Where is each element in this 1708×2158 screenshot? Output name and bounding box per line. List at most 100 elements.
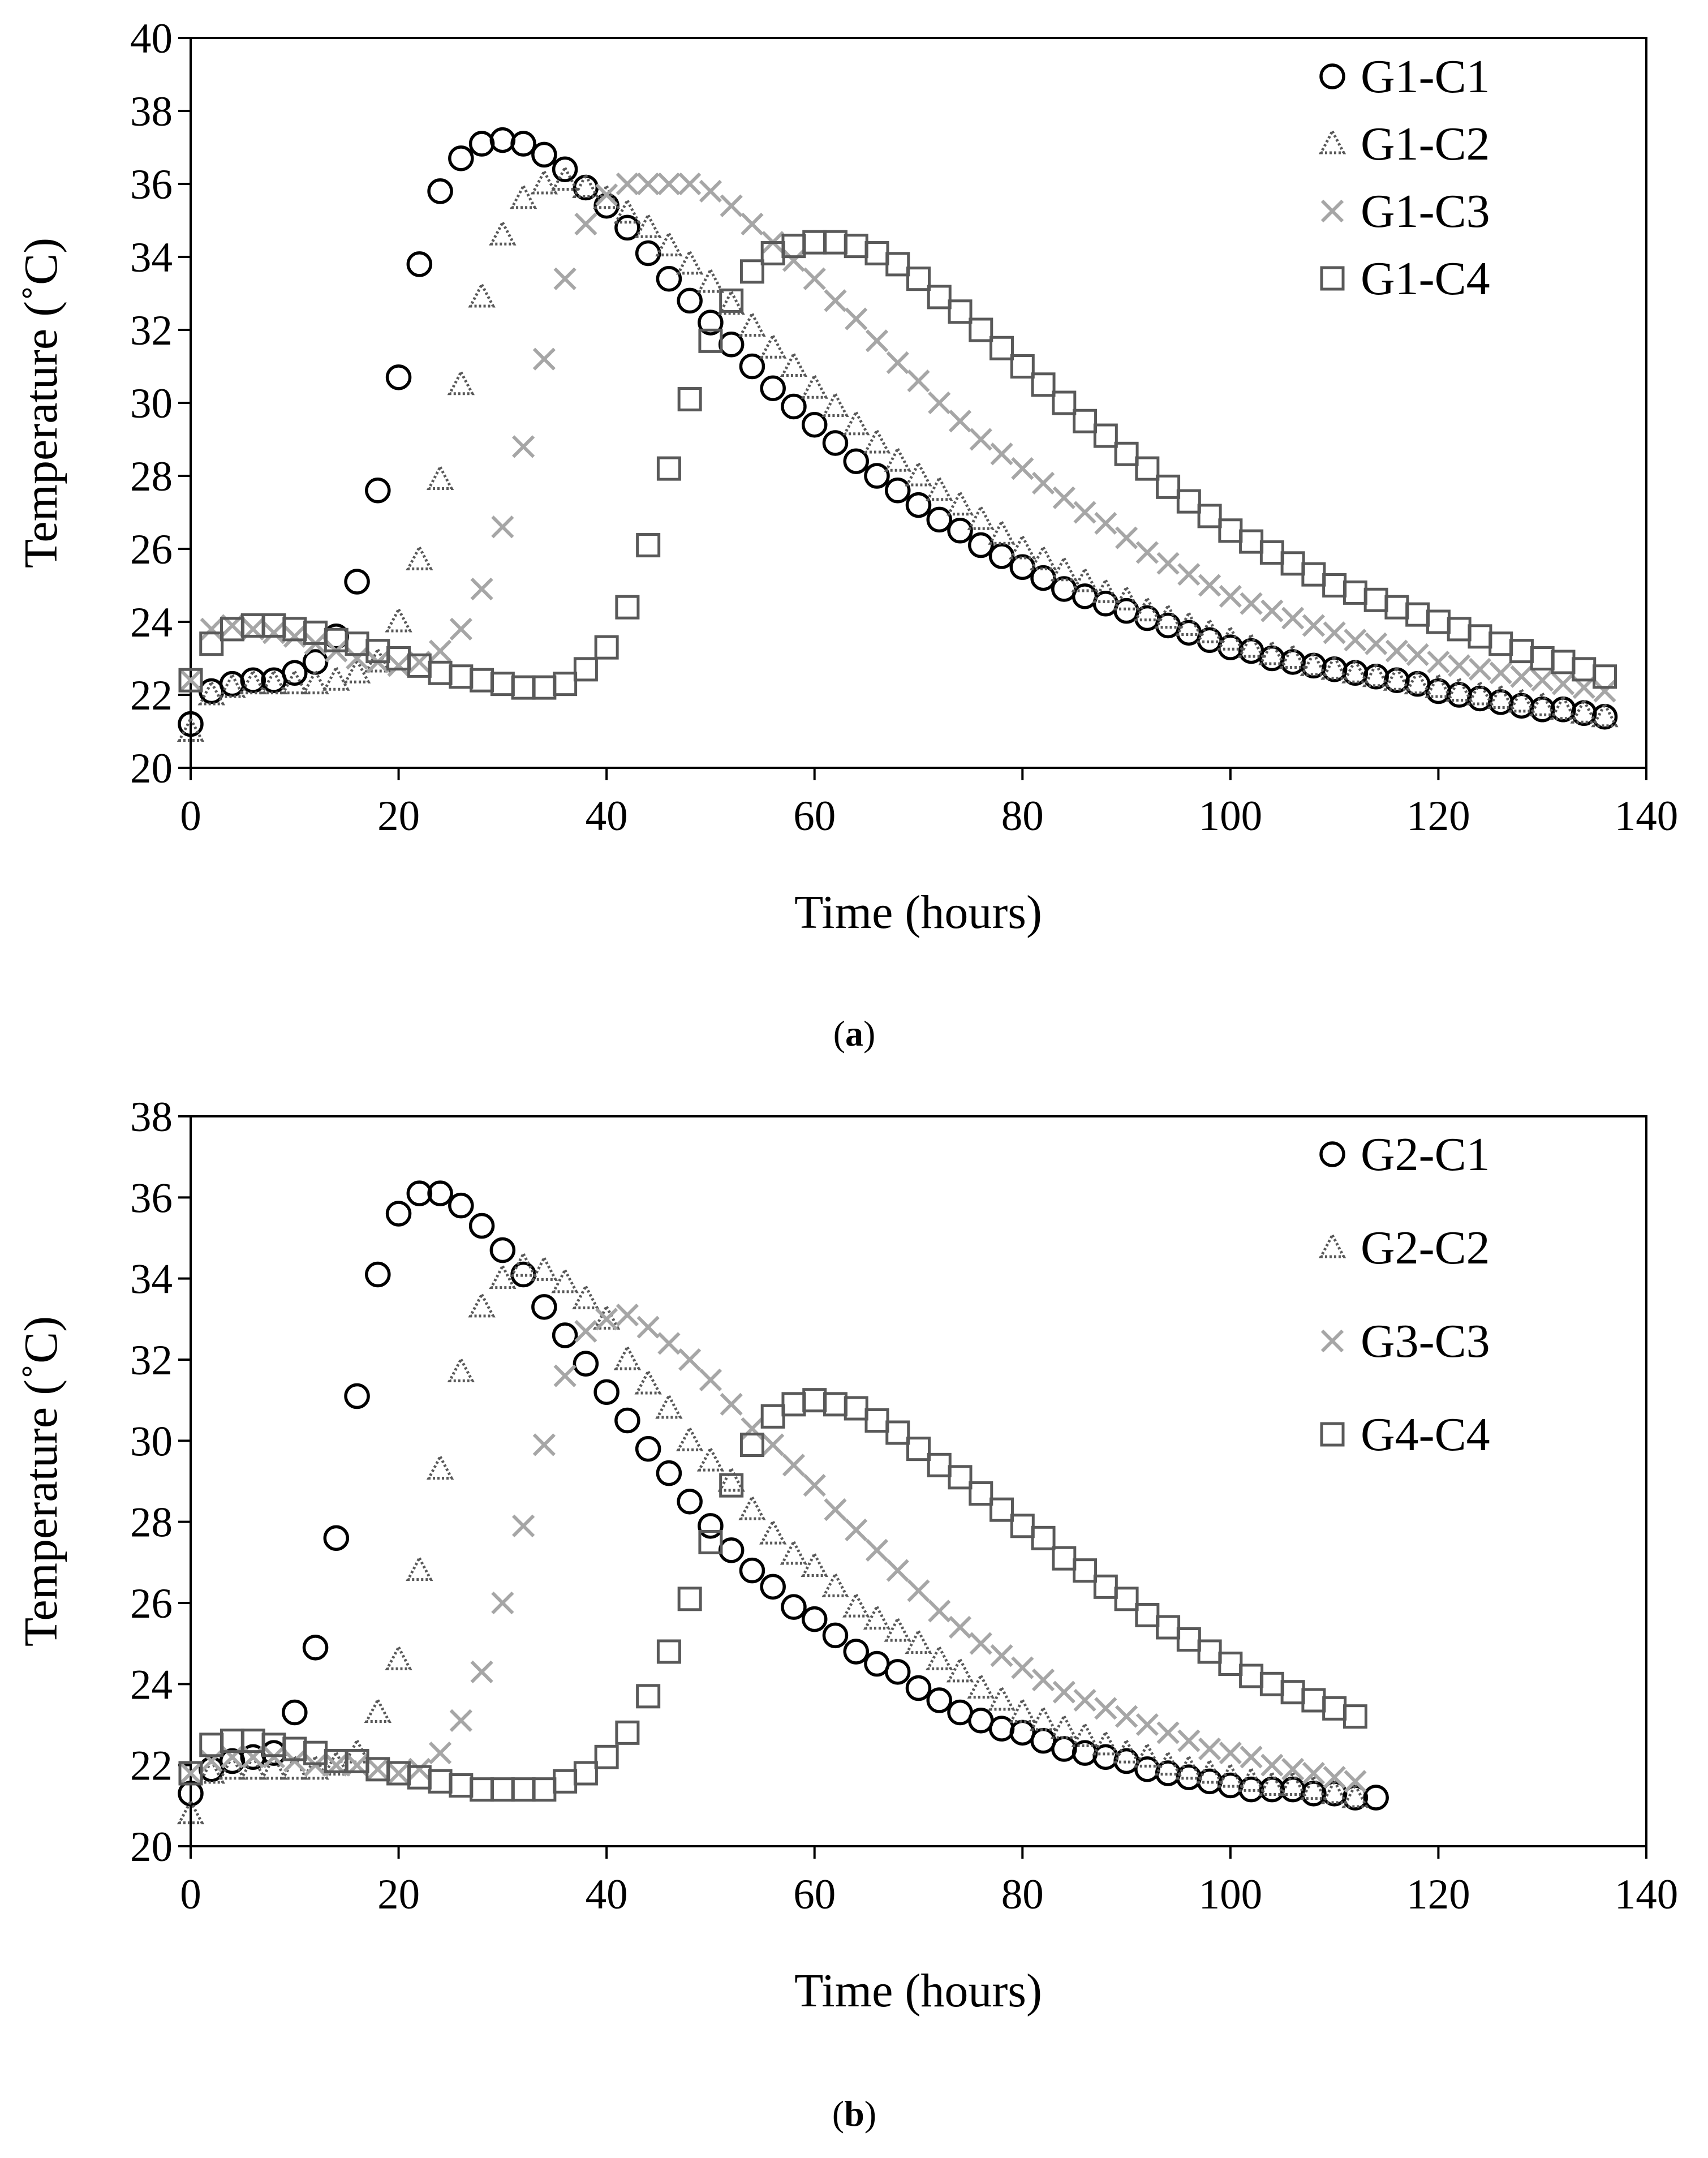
data-point <box>491 1591 514 1615</box>
data-point <box>967 1673 995 1699</box>
data-point <box>655 230 683 257</box>
data-point <box>197 679 225 706</box>
data-point <box>283 625 306 648</box>
data-point <box>470 1660 493 1683</box>
data-point <box>199 631 224 656</box>
data-point <box>1114 1587 1139 1611</box>
data-point <box>677 287 703 314</box>
legend-label: G4-C4 <box>1361 1408 1490 1461</box>
series-g4-c4 <box>178 1388 1367 1802</box>
data-point <box>845 307 868 330</box>
data-point <box>595 1308 618 1331</box>
data-point <box>323 1525 350 1551</box>
data-point <box>842 409 870 436</box>
data-point <box>780 351 808 377</box>
data-point <box>1031 471 1055 495</box>
data-point <box>907 369 930 393</box>
data-point <box>635 1435 661 1462</box>
data-point <box>343 657 371 683</box>
data-point <box>593 1303 621 1330</box>
data-point <box>845 1518 868 1542</box>
data-point <box>1031 1669 1055 1692</box>
legend-marker <box>1318 1232 1346 1258</box>
data-point <box>552 156 578 182</box>
y-tick-label: 22 <box>130 1743 173 1790</box>
data-point <box>615 595 640 620</box>
data-point <box>657 172 681 196</box>
data-point <box>1323 1766 1346 1789</box>
data-point <box>1300 650 1328 676</box>
data-point <box>1302 1761 1326 1785</box>
caption-b: (b) <box>832 2093 876 2134</box>
data-point <box>782 249 806 272</box>
data-point <box>1344 1770 1367 1793</box>
data-point <box>178 1781 204 1807</box>
data-point <box>738 1494 766 1520</box>
y-tick-label: 20 <box>130 1824 173 1871</box>
data-point <box>926 1644 953 1670</box>
data-point <box>990 1644 1013 1667</box>
x-tick-label: 0 <box>180 1871 201 1918</box>
data-point <box>1011 457 1034 480</box>
data-point <box>364 1697 391 1723</box>
data-point <box>449 617 472 641</box>
data-point <box>1009 554 1036 580</box>
data-point <box>178 711 204 737</box>
data-point <box>636 172 660 196</box>
y-tick-label: 30 <box>130 1418 173 1465</box>
data-point <box>1154 1749 1182 1776</box>
data-point <box>572 172 600 198</box>
data-point <box>1154 603 1182 629</box>
data-point <box>696 266 725 293</box>
data-point <box>302 668 329 695</box>
x-tick-label: 40 <box>586 793 628 840</box>
data-point <box>886 1559 909 1582</box>
data-point <box>178 1761 203 1786</box>
data-point <box>947 518 973 544</box>
data-point <box>1260 1753 1284 1777</box>
data-point <box>344 1383 370 1409</box>
data-point <box>822 1622 849 1649</box>
data-point <box>969 1632 992 1655</box>
data-point <box>948 1615 972 1639</box>
data-point <box>926 1687 953 1713</box>
data-point <box>1030 565 1056 591</box>
data-point <box>509 183 537 209</box>
data-point <box>1112 1737 1141 1764</box>
data-point <box>1073 1558 1098 1583</box>
data-point <box>1510 665 1533 688</box>
data-point <box>884 1659 911 1685</box>
x-tick-label: 40 <box>586 1871 628 1918</box>
data-point <box>1320 1778 1348 1804</box>
series-g2-c2 <box>177 1250 1369 1825</box>
data-point <box>969 317 993 342</box>
data-point <box>1092 1729 1120 1756</box>
data-point <box>365 478 391 504</box>
legend-marker <box>1320 199 1344 223</box>
data-point <box>905 1628 932 1654</box>
y-tick-label: 26 <box>130 526 173 573</box>
data-point <box>448 1192 474 1219</box>
data-point <box>1529 690 1556 716</box>
data-point <box>719 288 744 313</box>
x-axis-title-a: Time (hours) <box>794 886 1042 939</box>
data-point <box>906 266 931 291</box>
legend-b: G2-C1 G2-C2 G3-C3 G4-C4 <box>1318 1128 1490 1461</box>
data-point <box>179 1761 203 1785</box>
data-point <box>967 504 995 530</box>
data-point <box>427 1180 453 1206</box>
data-point <box>946 489 974 516</box>
data-point <box>1258 639 1286 665</box>
data-point <box>1156 1721 1180 1744</box>
series-g1-c4 <box>178 230 1617 700</box>
data-point <box>801 1551 828 1577</box>
data-point <box>1240 1746 1263 1769</box>
data-point <box>322 1749 350 1776</box>
data-point <box>699 179 722 203</box>
legend-item: G1-C2 <box>1318 118 1490 170</box>
data-point <box>1551 672 1575 695</box>
data-point <box>178 668 203 693</box>
data-point <box>260 668 288 695</box>
data-point <box>782 1454 806 1477</box>
data-point <box>1237 631 1265 658</box>
